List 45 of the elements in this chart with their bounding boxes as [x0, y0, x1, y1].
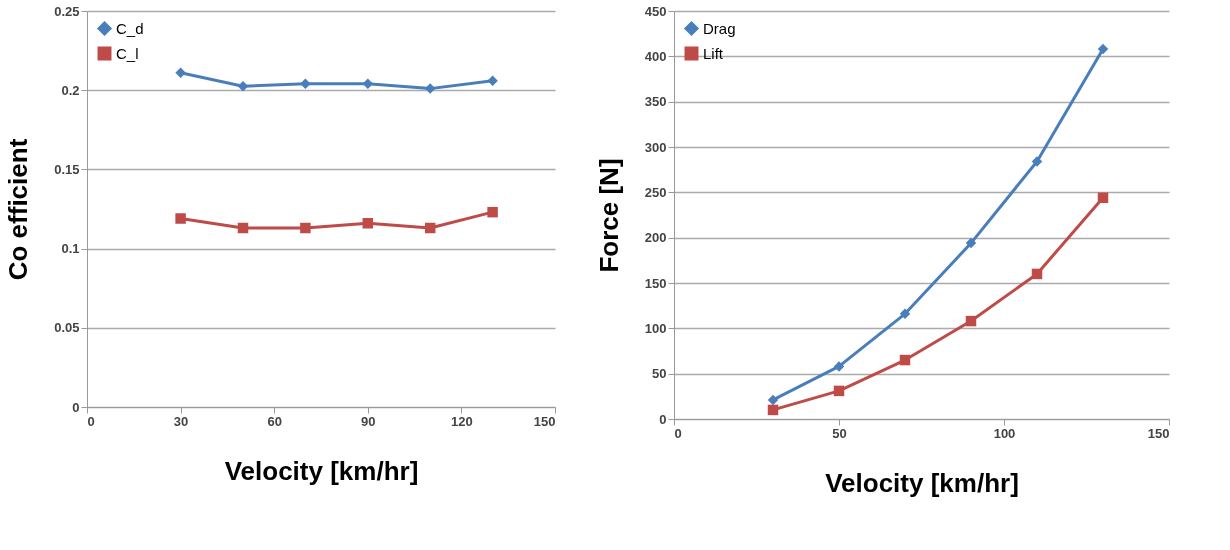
- x-tick-label: 60: [267, 413, 282, 429]
- y-tick-label: 0.1: [61, 241, 80, 257]
- point: [487, 206, 498, 218]
- point: [362, 78, 374, 90]
- point: [300, 222, 311, 234]
- y-tick-label: 0.15: [54, 161, 80, 177]
- x-tick-label: 0: [674, 425, 682, 441]
- y-tick-label: 0.25: [54, 3, 80, 19]
- y-tick-label: 0.2: [61, 82, 80, 98]
- y-tick-label: 100: [644, 320, 667, 336]
- x-tick-label: 90: [361, 413, 376, 429]
- point: [175, 213, 186, 224]
- point: [487, 75, 498, 86]
- y-axis-title: Force [N]: [593, 158, 624, 273]
- point: [362, 218, 374, 229]
- y-tick-label: 250: [644, 184, 667, 200]
- x-tick-label: 150: [533, 413, 556, 429]
- x-tick-label: 0: [87, 413, 95, 429]
- y-tick-label: 0.05: [54, 320, 80, 336]
- y-tick-label: 200: [644, 230, 667, 246]
- y-tick-label: 150: [644, 275, 667, 291]
- legend-label: C_l: [116, 44, 139, 62]
- legend-label: Lift: [703, 44, 724, 62]
- legend-label: Drag: [703, 19, 736, 37]
- y-tick-label: 50: [652, 366, 667, 382]
- x-tick-label: 100: [993, 425, 1016, 441]
- point: [424, 222, 436, 234]
- y-tick-label: 300: [644, 139, 667, 155]
- y-axis-title: Co efficient: [3, 138, 34, 281]
- y-tick-label: 350: [644, 94, 667, 110]
- y-tick-label: 400: [644, 48, 667, 64]
- y-tick-label: 0: [72, 399, 80, 415]
- x-tick-label: 150: [1147, 425, 1170, 441]
- x-tick-label: 50: [832, 425, 847, 441]
- point: [424, 83, 436, 94]
- point: [175, 67, 186, 79]
- x-tick-label: 120: [451, 413, 473, 429]
- point: [237, 81, 249, 92]
- point: [300, 78, 311, 90]
- x-tick-label: 30: [173, 413, 189, 429]
- x-axis-title: Velocity [km/hr]: [825, 467, 1019, 498]
- y-tick-label: 450: [644, 3, 667, 19]
- legend-label: C_d: [116, 19, 144, 37]
- point: [237, 222, 249, 234]
- x-axis-title: Velocity [km/hr]: [224, 455, 419, 486]
